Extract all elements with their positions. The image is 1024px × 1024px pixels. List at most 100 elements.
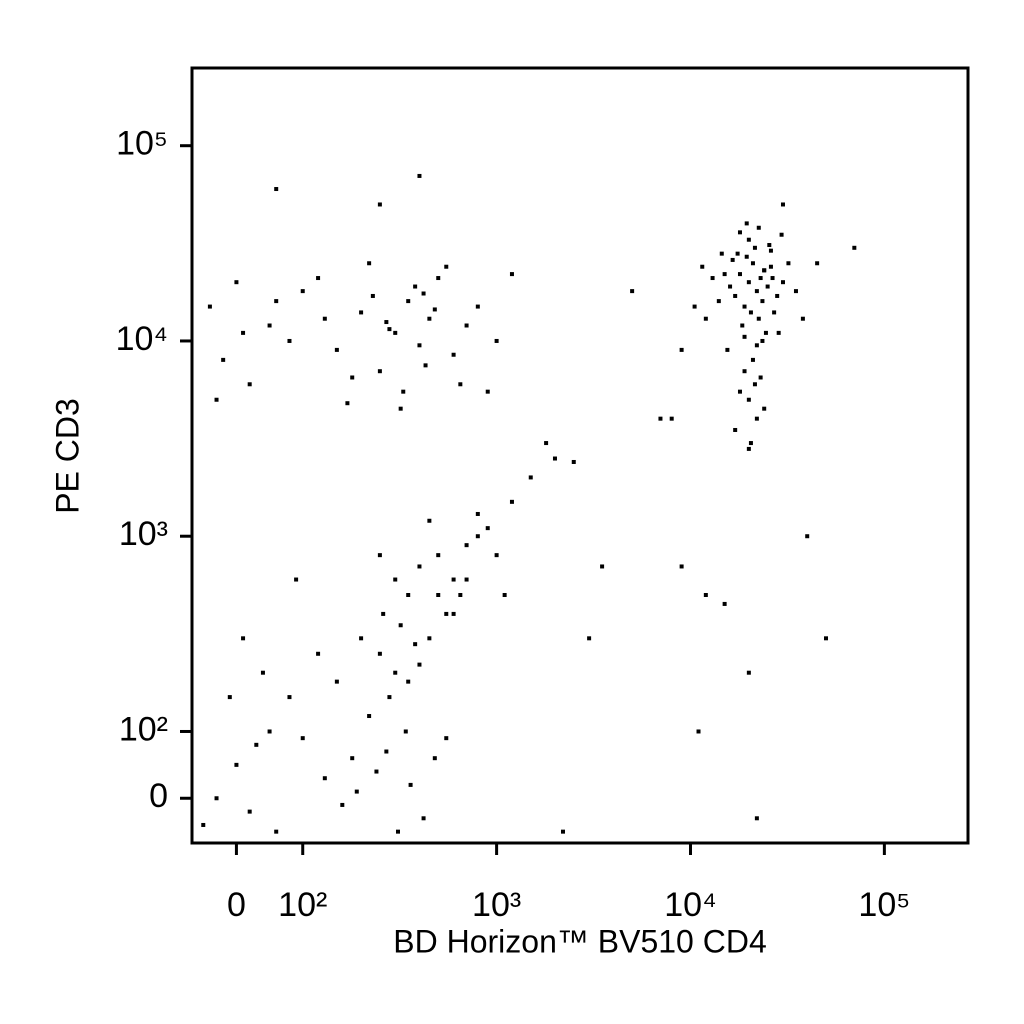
point	[744, 254, 749, 259]
x-tick-label: 0	[227, 886, 246, 924]
point	[274, 829, 279, 834]
point	[494, 553, 499, 558]
point	[737, 389, 742, 394]
point	[387, 695, 392, 700]
point	[552, 456, 557, 461]
point	[395, 829, 400, 834]
point	[406, 679, 411, 684]
point	[746, 670, 751, 675]
point	[377, 369, 382, 374]
point	[374, 769, 379, 774]
point	[436, 276, 441, 281]
point	[359, 310, 364, 315]
point	[350, 375, 355, 380]
point	[630, 289, 635, 294]
point	[384, 749, 389, 754]
point	[241, 636, 246, 641]
point	[436, 592, 441, 597]
point	[560, 829, 565, 834]
point	[401, 389, 406, 394]
point	[758, 276, 763, 281]
point	[408, 782, 413, 787]
point	[260, 670, 265, 675]
point	[287, 695, 292, 700]
point	[780, 280, 785, 285]
point	[300, 289, 305, 294]
x-tick-label: 10³	[472, 886, 521, 924]
point	[679, 564, 684, 569]
point	[754, 416, 759, 421]
point	[600, 564, 605, 569]
point	[377, 553, 382, 558]
point	[742, 304, 747, 309]
y-tick-label: 10⁵	[116, 125, 168, 163]
point	[322, 776, 327, 781]
point	[800, 316, 805, 321]
point	[700, 264, 705, 269]
point	[746, 397, 751, 402]
point	[762, 268, 767, 273]
point	[669, 416, 674, 421]
point	[793, 289, 798, 294]
point	[274, 299, 279, 304]
point	[464, 577, 469, 582]
point	[377, 651, 382, 656]
point	[754, 816, 759, 821]
point	[758, 375, 763, 380]
point	[359, 636, 364, 641]
point	[722, 601, 727, 606]
point	[406, 592, 411, 597]
x-tick-label: 10⁵	[858, 886, 910, 924]
point	[406, 299, 411, 304]
point	[234, 762, 239, 767]
point	[384, 320, 389, 325]
point	[241, 330, 246, 335]
point	[475, 511, 480, 516]
point	[393, 670, 398, 675]
point	[267, 323, 272, 328]
point	[417, 662, 422, 667]
point	[350, 756, 355, 761]
point	[417, 173, 422, 178]
point	[464, 543, 469, 548]
point	[767, 243, 772, 248]
point	[754, 343, 759, 348]
point	[444, 264, 449, 269]
x-tick-label: 10²	[278, 886, 327, 924]
point	[756, 316, 761, 321]
point	[214, 796, 219, 801]
point	[748, 310, 753, 315]
point	[703, 316, 708, 321]
point	[786, 261, 791, 266]
point	[763, 330, 768, 335]
point	[760, 338, 765, 343]
point	[733, 293, 738, 298]
point	[444, 736, 449, 741]
point	[485, 389, 490, 394]
point	[340, 802, 345, 807]
point	[322, 316, 327, 321]
point	[413, 284, 418, 289]
point	[494, 338, 499, 343]
point	[367, 714, 372, 719]
point	[417, 564, 422, 569]
point	[377, 202, 382, 207]
point	[744, 221, 749, 226]
point	[370, 293, 375, 298]
point	[451, 577, 456, 582]
point	[427, 518, 432, 523]
point	[458, 382, 463, 387]
point	[544, 441, 549, 446]
point	[423, 363, 428, 368]
point	[696, 729, 701, 734]
point	[756, 225, 761, 230]
y-axis-title: PE CD3	[49, 398, 85, 514]
y-tick-label: 10²	[119, 710, 168, 748]
point	[509, 499, 514, 504]
point	[221, 357, 226, 362]
point	[824, 636, 829, 641]
point	[287, 338, 292, 343]
point	[679, 347, 684, 352]
